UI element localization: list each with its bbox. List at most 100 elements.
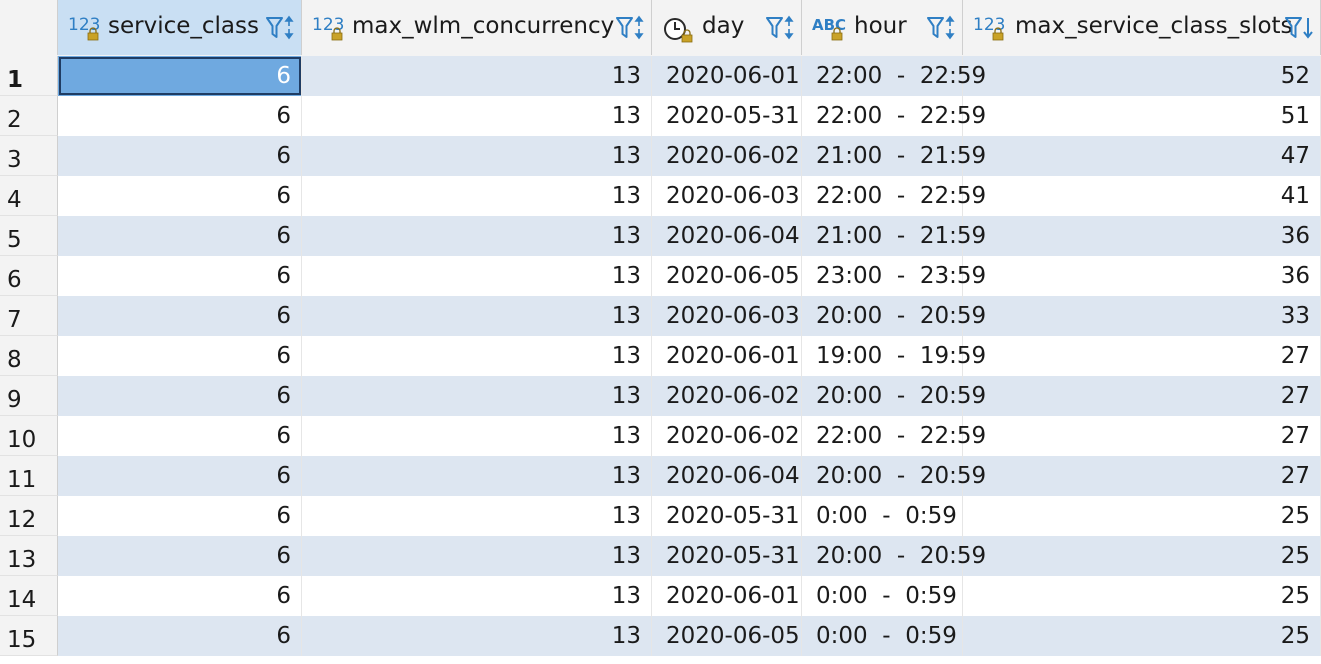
cell-hour[interactable]: 20:00 - 20:59 [802,536,986,576]
table-row[interactable]: 14 6 13 2020-06-01 0:00 - 0:59 25 [0,576,1321,616]
row-number[interactable]: 15 [0,616,58,656]
table-row[interactable]: 4 6 13 2020-06-03 22:00 - 22:59 41 [0,176,1321,216]
cell-max-wlm-concurrency[interactable]: 13 [302,136,652,176]
cell-day[interactable]: 2020-06-01 [652,576,802,616]
cell-service-class[interactable]: 6 [58,376,302,416]
cell-max-wlm-concurrency[interactable]: 13 [302,296,652,336]
row-number[interactable]: 14 [0,576,58,616]
filter-sort-icon[interactable] [925,14,955,44]
table-row[interactable]: 2 6 13 2020-05-31 22:00 - 22:59 51 [0,96,1321,136]
row-number[interactable]: 5 [0,216,58,256]
cell-max-service-class-slots[interactable]: 41 [963,176,1321,216]
table-row[interactable]: 5 6 13 2020-06-04 21:00 - 21:59 36 [0,216,1321,256]
cell-max-service-class-slots[interactable]: 27 [963,336,1321,376]
filter-sort-icon[interactable] [264,14,294,44]
table-row[interactable]: 3 6 13 2020-06-02 21:00 - 21:59 47 [0,136,1321,176]
column-header-service-class[interactable]: 123 service_class [58,0,302,55]
cell-hour[interactable]: 20:00 - 20:59 [802,376,986,416]
cell-max-wlm-concurrency[interactable]: 13 [302,576,652,616]
cell-max-service-class-slots[interactable]: 36 [963,256,1321,296]
cell-day[interactable]: 2020-06-04 [652,216,802,256]
table-row[interactable]: 7 6 13 2020-06-03 20:00 - 20:59 33 [0,296,1321,336]
row-number[interactable]: 13 [0,536,58,576]
cell-max-wlm-concurrency[interactable]: 13 [302,616,652,656]
cell-hour[interactable]: 0:00 - 0:59 [802,576,963,616]
cell-max-service-class-slots[interactable]: 25 [963,616,1321,656]
cell-max-wlm-concurrency[interactable]: 13 [302,456,652,496]
cell-hour[interactable]: 21:00 - 21:59 [802,216,986,256]
cell-day[interactable]: 2020-06-02 [652,416,802,456]
table-row[interactable]: 11 6 13 2020-06-04 20:00 - 20:59 27 [0,456,1321,496]
cell-service-class[interactable]: 6 [58,536,302,576]
cell-service-class[interactable]: 6 [58,616,302,656]
cell-service-class[interactable]: 6 [58,56,302,96]
cell-service-class[interactable]: 6 [58,256,302,296]
cell-service-class[interactable]: 6 [58,416,302,456]
cell-max-wlm-concurrency[interactable]: 13 [302,56,652,96]
table-row[interactable]: 12 6 13 2020-05-31 0:00 - 0:59 25 [0,496,1321,536]
cell-max-service-class-slots[interactable]: 47 [963,136,1321,176]
cell-day[interactable]: 2020-05-31 [652,536,802,576]
filter-sort-desc-icon[interactable] [1283,14,1313,44]
cell-hour[interactable]: 20:00 - 20:59 [802,456,986,496]
cell-service-class[interactable]: 6 [58,96,302,136]
cell-max-wlm-concurrency[interactable]: 13 [302,176,652,216]
cell-hour[interactable]: 22:00 - 22:59 [802,176,986,216]
cell-hour[interactable]: 20:00 - 20:59 [802,296,986,336]
cell-day[interactable]: 2020-06-01 [652,56,802,96]
cell-max-service-class-slots[interactable]: 27 [963,416,1321,456]
cell-service-class[interactable]: 6 [58,576,302,616]
table-row[interactable]: 9 6 13 2020-06-02 20:00 - 20:59 27 [0,376,1321,416]
cell-max-wlm-concurrency[interactable]: 13 [302,376,652,416]
column-header-hour[interactable]: ABC hour [802,0,963,55]
cell-service-class[interactable]: 6 [58,456,302,496]
cell-service-class[interactable]: 6 [58,296,302,336]
row-number[interactable]: 4 [0,176,58,216]
cell-day[interactable]: 2020-06-05 [652,256,802,296]
filter-sort-icon[interactable] [614,14,644,44]
cell-max-service-class-slots[interactable]: 25 [963,576,1321,616]
cell-day[interactable]: 2020-06-05 [652,616,802,656]
row-number[interactable]: 6 [0,256,58,296]
cell-max-service-class-slots[interactable]: 33 [963,296,1321,336]
row-number[interactable]: 11 [0,456,58,496]
row-number[interactable]: 9 [0,376,58,416]
cell-max-wlm-concurrency[interactable]: 13 [302,416,652,456]
cell-hour[interactable]: 19:00 - 19:59 [802,336,986,376]
row-number[interactable]: 7 [0,296,58,336]
cell-service-class[interactable]: 6 [58,136,302,176]
row-number[interactable]: 10 [0,416,58,456]
column-header-day[interactable]: day [652,0,802,55]
table-row[interactable]: 8 6 13 2020-06-01 19:00 - 19:59 27 [0,336,1321,376]
cell-hour[interactable]: 0:00 - 0:59 [802,496,963,536]
cell-max-wlm-concurrency[interactable]: 13 [302,496,652,536]
cell-day[interactable]: 2020-06-01 [652,336,802,376]
cell-service-class[interactable]: 6 [58,496,302,536]
cell-day[interactable]: 2020-06-02 [652,376,802,416]
table-row[interactable]: 10 6 13 2020-06-02 22:00 - 22:59 27 [0,416,1321,456]
cell-service-class[interactable]: 6 [58,336,302,376]
table-row[interactable]: 13 6 13 2020-05-31 20:00 - 20:59 25 [0,536,1321,576]
cell-max-service-class-slots[interactable]: 52 [963,56,1321,96]
cell-hour[interactable]: 0:00 - 0:59 [802,616,963,656]
column-header-max-service-class-slots[interactable]: 123 max_service_class_slots [963,0,1321,55]
column-header-max-wlm-concurrency[interactable]: 123 max_wlm_concurrency [302,0,652,55]
cell-max-service-class-slots[interactable]: 51 [963,96,1321,136]
table-row[interactable]: 15 6 13 2020-06-05 0:00 - 0:59 25 [0,616,1321,656]
cell-max-service-class-slots[interactable]: 27 [963,376,1321,416]
cell-max-wlm-concurrency[interactable]: 13 [302,336,652,376]
cell-day[interactable]: 2020-06-03 [652,296,802,336]
cell-max-service-class-slots[interactable]: 25 [963,496,1321,536]
row-number[interactable]: 3 [0,136,58,176]
cell-service-class[interactable]: 6 [58,216,302,256]
cell-service-class[interactable]: 6 [58,176,302,216]
cell-day[interactable]: 2020-05-31 [652,496,802,536]
cell-hour[interactable]: 23:00 - 23:59 [802,256,986,296]
row-number[interactable]: 12 [0,496,58,536]
cell-day[interactable]: 2020-06-02 [652,136,802,176]
cell-hour[interactable]: 22:00 - 22:59 [802,416,986,456]
cell-max-wlm-concurrency[interactable]: 13 [302,536,652,576]
row-number[interactable]: 2 [0,96,58,136]
cell-day[interactable]: 2020-06-04 [652,456,802,496]
cell-max-wlm-concurrency[interactable]: 13 [302,96,652,136]
